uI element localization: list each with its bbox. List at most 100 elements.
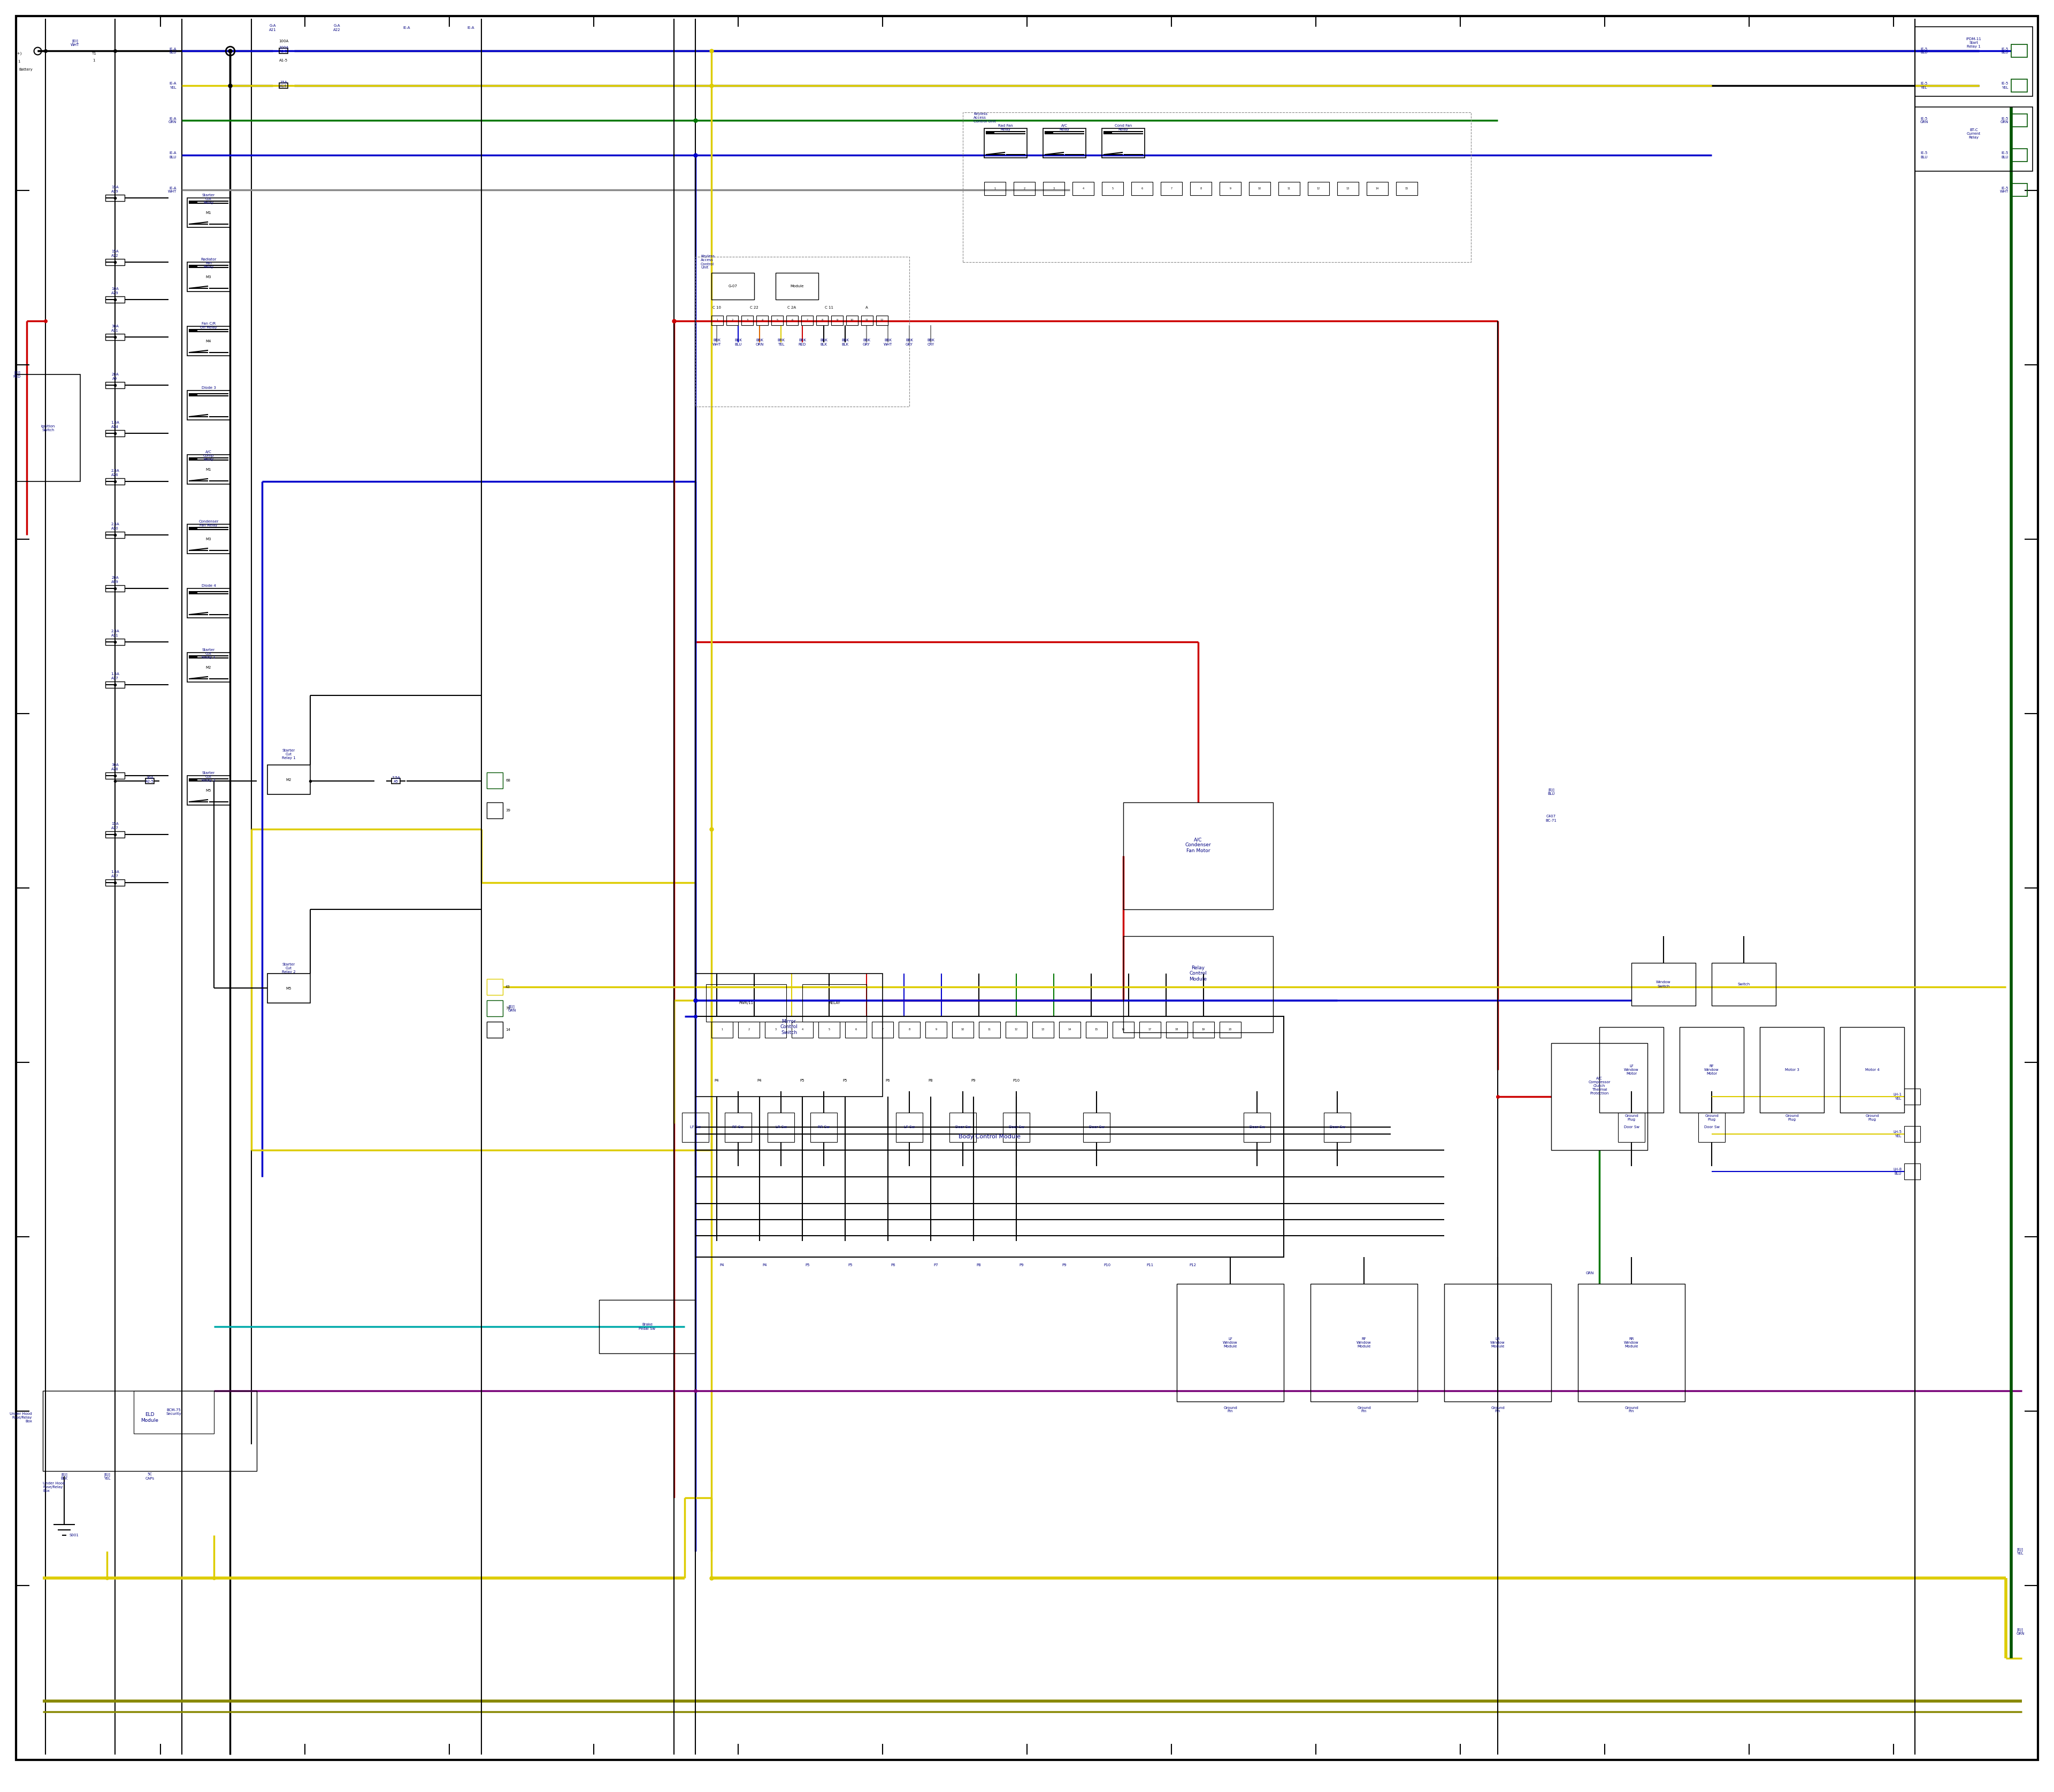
Bar bbox=[1914, 27, 2033, 97]
Text: GRN: GRN bbox=[1586, 1272, 1594, 1274]
Bar bbox=[926, 1021, 947, 1038]
Bar bbox=[1760, 1027, 1824, 1113]
Text: (+): (+) bbox=[16, 52, 23, 56]
Text: 10A
A29: 10A A29 bbox=[111, 287, 119, 294]
Text: [EI]
RED: [EI] RED bbox=[12, 371, 21, 378]
Text: 70: 70 bbox=[505, 1007, 509, 1011]
Bar bbox=[1101, 129, 1144, 158]
Text: C 2A: C 2A bbox=[787, 306, 797, 310]
Bar bbox=[1140, 1021, 1161, 1038]
Text: 100A: 100A bbox=[279, 39, 288, 43]
Text: P5: P5 bbox=[848, 1263, 852, 1267]
Bar bbox=[1249, 181, 1269, 195]
Text: IE-5
BLU: IE-5 BLU bbox=[1920, 47, 1927, 54]
Bar bbox=[1699, 1113, 1725, 1142]
Text: 12: 12 bbox=[1015, 1029, 1019, 1030]
Text: 10: 10 bbox=[961, 1029, 965, 1030]
Text: 11: 11 bbox=[988, 1029, 992, 1030]
Text: IE-A
BLU: IE-A BLU bbox=[168, 152, 177, 159]
Text: 7.5A
A5: 7.5A A5 bbox=[392, 776, 401, 783]
Bar bbox=[696, 973, 883, 1097]
Bar bbox=[1397, 181, 1417, 195]
Text: [EJ]
BLU: [EJ] BLU bbox=[1547, 788, 1555, 796]
Text: Window
Switch: Window Switch bbox=[1656, 980, 1670, 987]
Bar bbox=[105, 880, 125, 885]
Text: 100A
A1-5: 100A A1-5 bbox=[279, 47, 288, 54]
Text: BRK
CRY: BRK CRY bbox=[926, 339, 935, 346]
Text: Module: Module bbox=[791, 285, 803, 289]
Text: G-A
A21: G-A A21 bbox=[269, 25, 277, 30]
Bar bbox=[1177, 1283, 1284, 1401]
Text: Relay
Control
Module: Relay Control Module bbox=[1189, 966, 1208, 982]
Bar bbox=[43, 1391, 257, 1471]
Text: LF Sw: LF Sw bbox=[904, 1125, 914, 1129]
Bar bbox=[187, 197, 230, 228]
Text: P4: P4 bbox=[758, 1079, 762, 1082]
Text: LR Sw: LR Sw bbox=[774, 1125, 787, 1129]
Bar bbox=[861, 315, 873, 324]
Text: 14: 14 bbox=[1068, 1029, 1072, 1030]
Text: P10: P10 bbox=[1103, 1263, 1111, 1267]
Text: P5: P5 bbox=[805, 1263, 809, 1267]
Bar bbox=[187, 455, 230, 484]
Text: 1.5A
A17: 1.5A A17 bbox=[111, 672, 119, 679]
Text: 15: 15 bbox=[1405, 186, 1409, 190]
Text: 20: 20 bbox=[1228, 1029, 1232, 1030]
Text: 16: 16 bbox=[1121, 1029, 1126, 1030]
Bar bbox=[707, 984, 787, 1021]
Bar bbox=[1444, 1283, 1551, 1401]
Text: LF Sw: LF Sw bbox=[690, 1125, 700, 1129]
Bar bbox=[1033, 1021, 1054, 1038]
Bar bbox=[105, 638, 125, 645]
Bar bbox=[1167, 1021, 1187, 1038]
Text: [EJ]
YEL: [EJ] YEL bbox=[2017, 1548, 2023, 1555]
Text: P9: P9 bbox=[972, 1079, 976, 1082]
Text: IE-5
BLU: IE-5 BLU bbox=[1920, 152, 1927, 159]
Text: M1: M1 bbox=[205, 211, 212, 215]
Bar bbox=[764, 1021, 787, 1038]
Bar bbox=[2011, 149, 2027, 161]
Text: Radiator
Fan
Relay: Radiator Fan Relay bbox=[201, 258, 216, 269]
Text: Motor 4: Motor 4 bbox=[1865, 1068, 1879, 1072]
Text: P8: P8 bbox=[928, 1079, 933, 1082]
Text: Keyless
Access
Control Unit: Keyless Access Control Unit bbox=[974, 113, 996, 124]
Text: BRK
BLK: BRK BLK bbox=[842, 339, 848, 346]
Bar bbox=[877, 315, 887, 324]
Bar bbox=[776, 272, 817, 299]
Bar bbox=[105, 831, 125, 837]
Bar bbox=[487, 978, 503, 995]
Text: IE-5
GRN: IE-5 GRN bbox=[2001, 116, 2009, 124]
Bar bbox=[1680, 1027, 1744, 1113]
Text: P9: P9 bbox=[1019, 1263, 1025, 1267]
Text: 30A
A28: 30A A28 bbox=[111, 763, 119, 771]
Bar bbox=[1124, 935, 1273, 1032]
Bar bbox=[963, 113, 1471, 262]
Bar bbox=[871, 1021, 893, 1038]
Bar bbox=[392, 778, 401, 783]
Text: P5: P5 bbox=[842, 1079, 848, 1082]
Text: LH-8
BLU: LH-8 BLU bbox=[1894, 1168, 1902, 1176]
Bar bbox=[105, 681, 125, 688]
Text: [EJ]
GRN: [EJ] GRN bbox=[507, 1005, 516, 1012]
Bar bbox=[1132, 181, 1152, 195]
Text: IPDM-11
Start
Relay 1: IPDM-11 Start Relay 1 bbox=[1966, 38, 1982, 48]
Bar bbox=[487, 772, 503, 788]
Bar bbox=[711, 315, 723, 324]
Text: 13: 13 bbox=[1345, 186, 1349, 190]
Text: 20A
A9: 20A A9 bbox=[111, 373, 119, 380]
Text: 2.5A
A11: 2.5A A11 bbox=[111, 629, 119, 636]
Text: IE-5
WHT: IE-5 WHT bbox=[2001, 186, 2009, 194]
Text: Door Sw: Door Sw bbox=[955, 1125, 972, 1129]
Bar bbox=[187, 776, 230, 805]
Bar bbox=[801, 315, 813, 324]
Bar bbox=[1551, 1043, 1647, 1150]
Text: RF Sw: RF Sw bbox=[733, 1125, 744, 1129]
Text: M2: M2 bbox=[286, 778, 292, 781]
Text: Starter
Cut
Relay 1: Starter Cut Relay 1 bbox=[281, 749, 296, 760]
Bar bbox=[696, 1016, 1284, 1256]
Bar bbox=[279, 82, 288, 88]
Bar bbox=[1189, 181, 1212, 195]
Text: IE-5
GRN: IE-5 GRN bbox=[1920, 116, 1929, 124]
Text: 10: 10 bbox=[850, 319, 854, 323]
Bar bbox=[811, 1113, 838, 1142]
